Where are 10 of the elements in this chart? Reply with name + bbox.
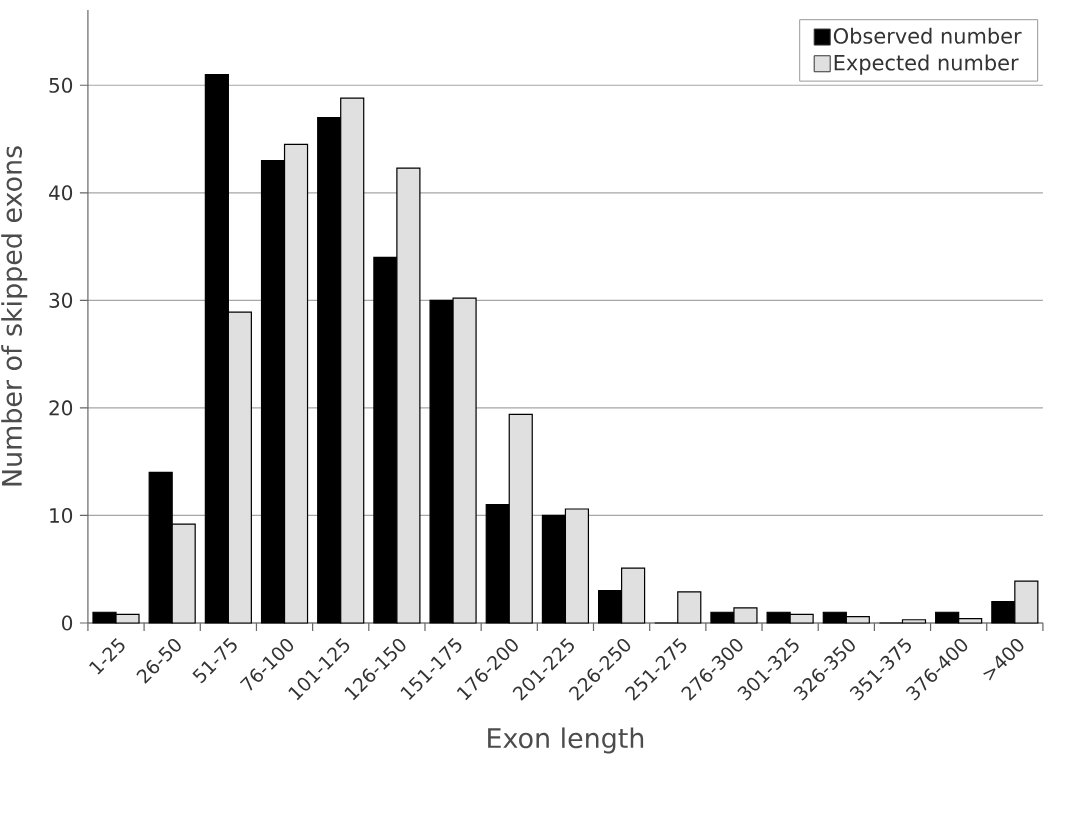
y-tick-label: 40 — [49, 185, 73, 201]
y-tick-label: 50 — [49, 77, 73, 93]
y-tick-label: 30 — [49, 292, 73, 308]
y-axis-title: Number of skipped exons — [1, 146, 28, 486]
legend-label: Observed number — [833, 27, 1022, 44]
legend-label: Expected number — [834, 54, 1019, 75]
y-tick-label: 20 — [49, 400, 73, 416]
y-tick-label: 10 — [50, 507, 73, 523]
x-axis-title: Exon length — [488, 727, 644, 754]
y-tick-label: 0 — [62, 615, 73, 631]
